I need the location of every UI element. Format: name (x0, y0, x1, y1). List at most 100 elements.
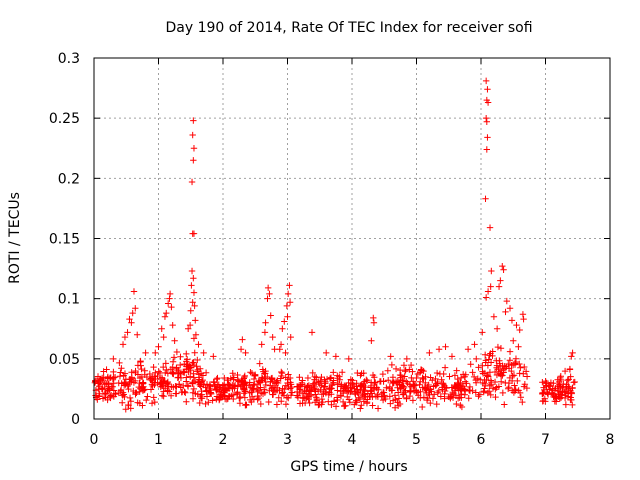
data-point (489, 385, 497, 392)
data-point (481, 382, 489, 390)
data-point (485, 356, 492, 363)
data-point (499, 262, 506, 270)
data-point (142, 349, 149, 357)
data-point (261, 386, 268, 393)
data-point (169, 321, 176, 329)
data-point (119, 341, 127, 348)
data-point (475, 393, 482, 400)
data-point (381, 392, 388, 399)
data-point (269, 333, 276, 341)
data-point (457, 374, 465, 382)
data-point (394, 399, 401, 406)
x-tick-label: 4 (348, 432, 357, 448)
data-point (246, 379, 253, 386)
data-point (363, 376, 370, 384)
data-point (326, 375, 334, 382)
data-point (158, 392, 166, 399)
data-point (539, 390, 546, 398)
data-point (287, 392, 295, 399)
data-point (488, 267, 495, 275)
data-point (563, 381, 570, 388)
data-point (332, 403, 340, 410)
data-point (305, 382, 313, 389)
data-point (487, 391, 494, 399)
data-point (221, 386, 229, 393)
data-point (187, 364, 194, 371)
data-point (95, 386, 102, 393)
data-point (562, 386, 570, 394)
data-point (239, 336, 246, 343)
data-point (190, 385, 198, 393)
data-point (330, 379, 337, 386)
data-point (176, 381, 183, 388)
data-point (453, 400, 460, 408)
data-point (406, 366, 413, 373)
data-point (229, 370, 236, 377)
data-point (417, 378, 424, 385)
data-point (192, 390, 199, 397)
data-point (284, 379, 291, 387)
data-point (486, 352, 493, 359)
data-point (508, 387, 516, 394)
data-point (196, 399, 203, 407)
data-point (224, 395, 232, 402)
data-point (499, 389, 507, 397)
data-point (136, 374, 144, 382)
data-point (306, 387, 313, 394)
data-point (408, 374, 415, 382)
data-point (192, 331, 200, 338)
data-point (437, 393, 444, 400)
data-point (210, 353, 217, 360)
data-point (275, 394, 282, 401)
data-point (206, 385, 213, 392)
data-point (125, 402, 132, 409)
data-point (288, 389, 295, 396)
y-axis-tick-labels: 0 0.05 0.1 0.15 0.2 0.25 0.3 (49, 51, 80, 428)
data-point (282, 349, 289, 357)
data-point (149, 374, 156, 382)
data-point (389, 397, 397, 404)
data-point (557, 391, 565, 398)
data-point (459, 371, 467, 378)
data-point (421, 386, 429, 393)
data-point (446, 373, 453, 380)
data-point (511, 361, 519, 368)
data-point (163, 379, 171, 387)
data-point (346, 399, 354, 406)
data-point (466, 387, 474, 395)
data-point (414, 370, 422, 378)
data-point (160, 377, 168, 385)
data-point (304, 374, 312, 382)
data-point (334, 375, 341, 382)
data-point (519, 398, 526, 406)
data-point (389, 374, 397, 381)
data-point (129, 309, 136, 317)
data-point (571, 378, 578, 386)
data-point (403, 355, 411, 363)
data-point (397, 385, 404, 392)
data-point (562, 392, 569, 399)
data-point (195, 341, 202, 348)
data-point (484, 288, 492, 295)
data-point (397, 385, 405, 393)
data-point (151, 398, 158, 406)
x-tick-label: 6 (477, 432, 486, 448)
data-point (339, 398, 347, 406)
data-point (184, 325, 192, 332)
data-point (143, 396, 150, 404)
data-point (166, 290, 174, 298)
data-point (94, 380, 102, 387)
data-point (181, 369, 188, 376)
data-point (259, 366, 266, 373)
data-point (559, 384, 566, 392)
data-point (242, 388, 249, 395)
y-tick-label: 0.25 (49, 111, 80, 127)
data-point (99, 395, 107, 402)
data-point (203, 381, 211, 388)
data-point (353, 379, 360, 387)
data-point (417, 388, 424, 395)
data-point (121, 333, 129, 341)
data-point (551, 386, 559, 394)
data-point (295, 383, 302, 390)
x-axis-title: GPS time / hours (290, 459, 407, 475)
